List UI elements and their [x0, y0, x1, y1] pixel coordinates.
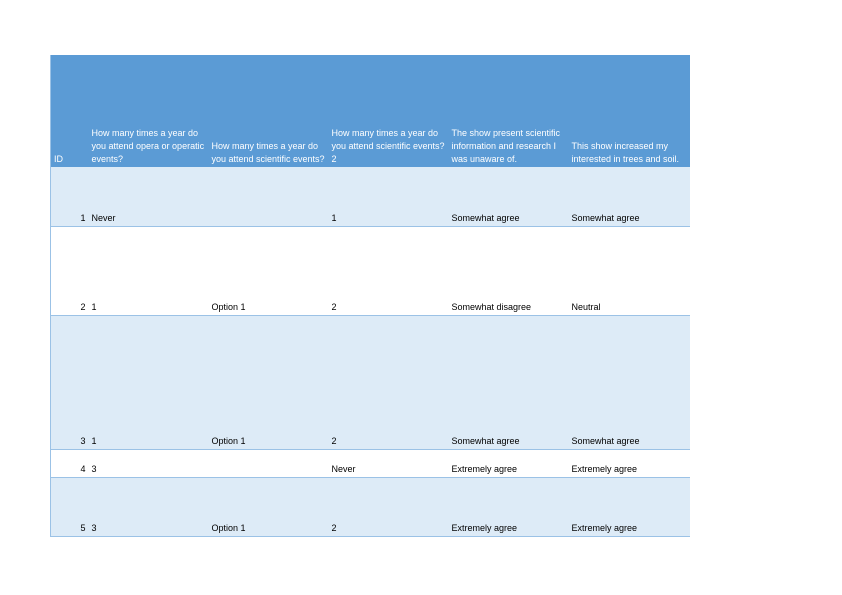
table-cell: Never [331, 463, 356, 474]
table-cell: 1 [91, 301, 97, 312]
survey-table: ID How many times a year do you attend o… [50, 55, 690, 537]
table-cell: Never [88, 167, 209, 226]
header-trees-soil: This show increased my interested in tre… [568, 55, 690, 167]
header-unaware: The show present scientific information … [448, 55, 569, 167]
table-cell: Option 1 [211, 301, 246, 312]
table-cell: Somewhat agree [448, 315, 569, 449]
table-row: 3 1 Option 1 2 Somewhat agree Somewhat agree [50, 315, 690, 449]
table-cell [209, 449, 329, 477]
header-scientific-2: How many times a year do you attend scie… [328, 55, 449, 167]
table-cell: Neutral [571, 301, 601, 312]
table-cell: 3 [91, 463, 97, 474]
table-cell: 1 [50, 167, 89, 226]
header-id: ID [50, 55, 89, 167]
table-cell: 2 [328, 477, 449, 536]
table-cell: 1 [88, 315, 209, 449]
table-cell: Somewhat agree [568, 167, 690, 226]
header-row: ID How many times a year do you attend o… [50, 55, 690, 167]
table-cell: 5 [50, 477, 89, 536]
table-cell: 3 [50, 315, 89, 449]
table-cell [208, 167, 329, 226]
table-row: 5 3 Option 1 2 Extremely agree Extremely agre… [50, 477, 690, 536]
header-opera: How many times a year do you attend oper… [88, 55, 209, 167]
table-row: 1 Never 1 Somewhat agree Somewhat agree [50, 167, 690, 226]
table-cell: Option 1 [208, 315, 329, 449]
table-cell: 2 [80, 301, 86, 312]
header-scientific: How many times a year do you attend scie… [208, 55, 329, 167]
table-cell: Option 1 [208, 477, 329, 536]
table-cell: Extremely agree [568, 477, 690, 536]
table-cell: Extremely agree [448, 477, 569, 536]
table-cell: Extremely agree [451, 463, 518, 474]
table-cell: 1 [328, 167, 449, 226]
table-cell: Extremely agree [571, 463, 638, 474]
table-cell: Somewhat agree [448, 167, 569, 226]
table-cell: 2 [331, 301, 337, 312]
table-cell: Somewhat agree [568, 315, 690, 449]
table-cell: 3 [88, 477, 209, 536]
table-row: 4 3 Never Extremely agree Extremely agree [50, 449, 690, 477]
table-row: 2 1 Option 1 2 Somewhat disagree Neutral [50, 226, 690, 315]
table-cell: 2 [328, 315, 449, 449]
table-cell: 4 [80, 463, 86, 474]
table-cell: Somewhat disagree [451, 301, 532, 312]
